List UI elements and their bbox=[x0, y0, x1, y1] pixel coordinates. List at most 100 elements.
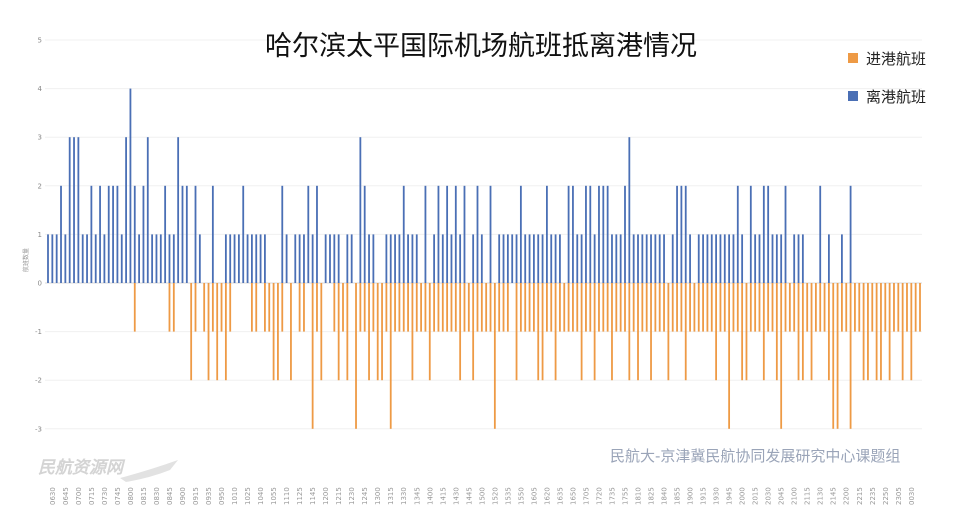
bar-arrival bbox=[203, 283, 206, 332]
bar-arrival bbox=[784, 283, 787, 332]
bar-arrival bbox=[619, 283, 622, 332]
y-tick-label: -3 bbox=[35, 425, 42, 433]
x-tick-label: 1315 bbox=[387, 487, 395, 505]
bar-arrival bbox=[793, 283, 796, 332]
bar-departure bbox=[511, 234, 514, 283]
bar-arrival bbox=[337, 283, 340, 381]
bar-arrival bbox=[702, 283, 704, 332]
x-tick-label: 0700 bbox=[75, 487, 83, 505]
bar-departure bbox=[537, 234, 540, 283]
bar-arrival bbox=[914, 283, 917, 332]
bar-arrival bbox=[441, 283, 444, 332]
bar-departure bbox=[298, 234, 301, 283]
bar-departure bbox=[159, 234, 162, 283]
bar-departure bbox=[849, 185, 852, 283]
bar-departure bbox=[251, 234, 253, 283]
x-tick-label: 1930 bbox=[713, 487, 721, 505]
bar-arrival bbox=[133, 283, 136, 332]
bar-arrival bbox=[342, 283, 344, 332]
bar-arrival bbox=[420, 283, 422, 332]
bar-arrival bbox=[450, 283, 453, 332]
bar-arrival bbox=[637, 283, 639, 381]
bar-departure bbox=[775, 234, 778, 283]
x-tick-label: 2200 bbox=[843, 487, 851, 505]
bar-departure bbox=[172, 234, 175, 283]
bar-departure bbox=[472, 234, 475, 283]
x-tick-label: 2030 bbox=[765, 487, 773, 505]
bar-arrival bbox=[563, 283, 566, 332]
x-tick-label: 1040 bbox=[257, 487, 265, 505]
legend-label-arrivals: 进港航班 bbox=[866, 50, 926, 68]
bar-arrival bbox=[814, 283, 817, 332]
bar-departure bbox=[715, 234, 717, 283]
x-tick-label: 1520 bbox=[491, 487, 499, 505]
bar-arrival bbox=[454, 283, 457, 332]
bar-departure bbox=[767, 185, 770, 283]
bar-departure bbox=[237, 234, 240, 283]
bar-departure bbox=[55, 234, 58, 283]
x-tick-label: 1535 bbox=[504, 487, 512, 505]
bar-arrival bbox=[493, 283, 496, 429]
x-tick-label: 0950 bbox=[218, 487, 226, 505]
bar-arrival bbox=[684, 283, 687, 381]
bar-arrival bbox=[572, 283, 574, 332]
bar-departure bbox=[389, 234, 392, 283]
x-tick-label: 1735 bbox=[608, 487, 616, 505]
bar-departure bbox=[689, 234, 691, 283]
bar-departure bbox=[329, 234, 331, 283]
x-tick-label: 1400 bbox=[426, 487, 434, 505]
bar-departure bbox=[350, 234, 353, 283]
bar-departure bbox=[402, 185, 405, 283]
bar-arrival bbox=[368, 283, 370, 381]
bar-arrival bbox=[498, 283, 501, 332]
bar-arrival bbox=[251, 283, 253, 332]
bar-arrival bbox=[402, 283, 405, 332]
bar-arrival bbox=[298, 283, 301, 332]
bar-departure bbox=[645, 234, 648, 283]
bar-departure bbox=[680, 185, 683, 283]
bar-arrival bbox=[780, 283, 783, 429]
bar-departure bbox=[441, 234, 444, 283]
bar-arrival bbox=[407, 283, 409, 332]
bar-arrival bbox=[663, 283, 665, 332]
bar-arrival bbox=[823, 283, 826, 332]
bar-departure bbox=[138, 234, 141, 283]
bar-arrival bbox=[858, 283, 861, 332]
bar-departure bbox=[164, 185, 167, 283]
bar-departure bbox=[749, 185, 752, 283]
bar-arrival bbox=[615, 283, 618, 332]
bar-arrival bbox=[732, 283, 735, 332]
bar-arrival bbox=[303, 283, 305, 332]
bar-departure bbox=[242, 185, 245, 283]
bar-arrival bbox=[888, 283, 891, 381]
bar-arrival bbox=[224, 283, 227, 381]
bar-arrival bbox=[602, 283, 605, 332]
bar-departure bbox=[641, 234, 644, 283]
bar-arrival bbox=[745, 283, 748, 381]
bar-departure bbox=[142, 185, 145, 283]
bar-arrival bbox=[559, 283, 561, 332]
x-tick-label: 0900 bbox=[179, 487, 187, 505]
bar-arrival bbox=[467, 283, 470, 332]
bar-departure bbox=[316, 185, 318, 283]
bar-departure bbox=[446, 185, 449, 283]
bar-arrival bbox=[463, 283, 466, 332]
bar-departure bbox=[281, 185, 284, 283]
bar-arrival bbox=[671, 283, 674, 332]
bar-arrival bbox=[754, 283, 757, 332]
bar-arrival bbox=[272, 283, 275, 381]
bar-departure bbox=[303, 234, 305, 283]
x-tick-label: 2145 bbox=[830, 487, 838, 505]
bar-arrival bbox=[589, 283, 592, 332]
bar-departure bbox=[663, 234, 665, 283]
bar-arrival bbox=[524, 283, 527, 332]
bar-arrival bbox=[767, 283, 770, 332]
bar-departure bbox=[155, 234, 158, 283]
x-tick-label: 1705 bbox=[582, 487, 590, 505]
bar-arrival bbox=[554, 283, 557, 381]
bar-arrival bbox=[801, 283, 804, 381]
bar-departure bbox=[51, 234, 54, 283]
bar-arrival bbox=[762, 283, 765, 381]
chart-title: 哈尔滨太平国际机场航班抵离港情况 bbox=[265, 31, 697, 62]
bar-departure bbox=[133, 185, 136, 283]
